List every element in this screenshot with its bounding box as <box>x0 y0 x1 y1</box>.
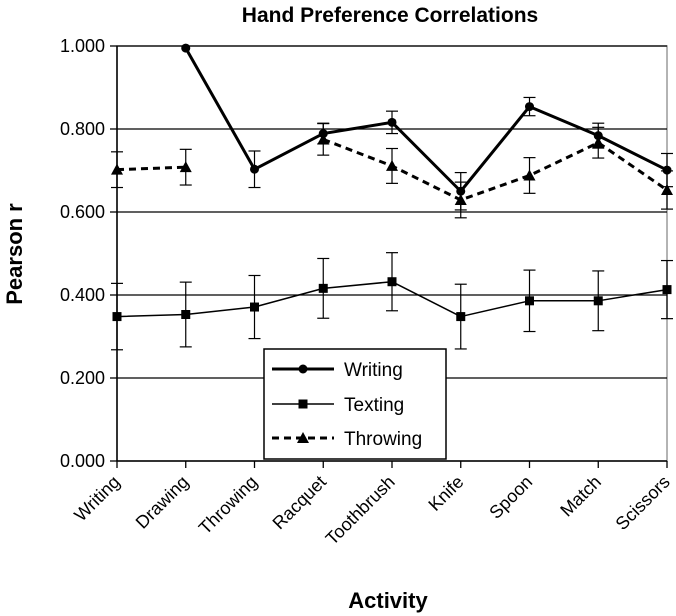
x-tick-label-writing: Writing <box>70 472 124 526</box>
legend-marker-texting <box>298 399 308 409</box>
x-tick-label-racquet: Racquet <box>269 472 331 534</box>
legend-label-texting: Texting <box>344 395 404 416</box>
x-tick-label-knife: Knife <box>424 472 467 515</box>
y-tick-label: 0.200 <box>60 368 105 388</box>
series <box>111 43 673 351</box>
x-tick-label-match: Match <box>556 472 605 521</box>
legend: Writing Texting Throwing <box>263 348 447 460</box>
data-point-texting-spoon <box>525 296 534 306</box>
y-tick-label: 0.600 <box>60 202 105 222</box>
data-point-texting-drawing <box>181 310 191 320</box>
y-tick-label: 1.000 <box>60 36 105 56</box>
data-point-throwing-drawing <box>179 161 192 173</box>
x-tick-label-drawing: Drawing <box>132 472 193 533</box>
data-point-texting-knife <box>456 312 466 322</box>
data-point-throwing-toothbrush <box>386 159 398 171</box>
data-point-texting-writing <box>112 312 122 322</box>
x-axis-label: Activity <box>348 588 428 613</box>
data-point-texting-scissors <box>662 285 672 295</box>
data-point-throwing-writing <box>111 163 123 175</box>
data-point-throwing-spoon <box>523 169 536 181</box>
data-point-writing-throwing <box>250 164 259 174</box>
data-point-texting-toothbrush <box>387 277 397 287</box>
legend-marker-throwing <box>297 432 309 443</box>
data-point-texting-racquet <box>318 283 328 293</box>
data-point-throwing-racquet <box>317 133 330 145</box>
series-throwing <box>111 123 673 219</box>
series-line <box>184 47 668 193</box>
x-tick-label-scissors: Scissors <box>612 472 674 534</box>
x-tick-label-toothbrush: Toothbrush <box>322 472 399 549</box>
legend-marker-writing <box>298 364 308 374</box>
legend-label-throwing: Throwing <box>344 429 422 450</box>
series-line <box>116 165 186 172</box>
data-point-texting-throwing <box>250 302 259 312</box>
data-point-throwing-knife <box>454 193 467 205</box>
data-point-throwing-match <box>592 136 605 148</box>
x-tick-label-spoon: Spoon <box>485 472 536 523</box>
data-point-writing-drawing <box>181 43 191 53</box>
y-tick-label: 0.000 <box>60 451 105 471</box>
y-tick-label: 0.800 <box>60 119 105 139</box>
data-point-writing-scissors <box>662 165 672 175</box>
legend-label-writing: Writing <box>344 360 403 381</box>
series-line <box>322 137 668 202</box>
x-tick-label-throwing: Throwing <box>195 472 261 538</box>
y-tick-label: 0.400 <box>60 285 105 305</box>
series-texting <box>111 252 673 351</box>
data-point-texting-match <box>593 296 603 306</box>
data-point-writing-spoon <box>525 102 534 112</box>
chart-title: Hand Preference Correlations <box>242 4 538 27</box>
axes <box>110 45 668 468</box>
data-point-writing-toothbrush <box>387 117 397 127</box>
y-axis-label: Pearson r <box>2 203 27 305</box>
data-point-throwing-scissors <box>661 184 673 196</box>
